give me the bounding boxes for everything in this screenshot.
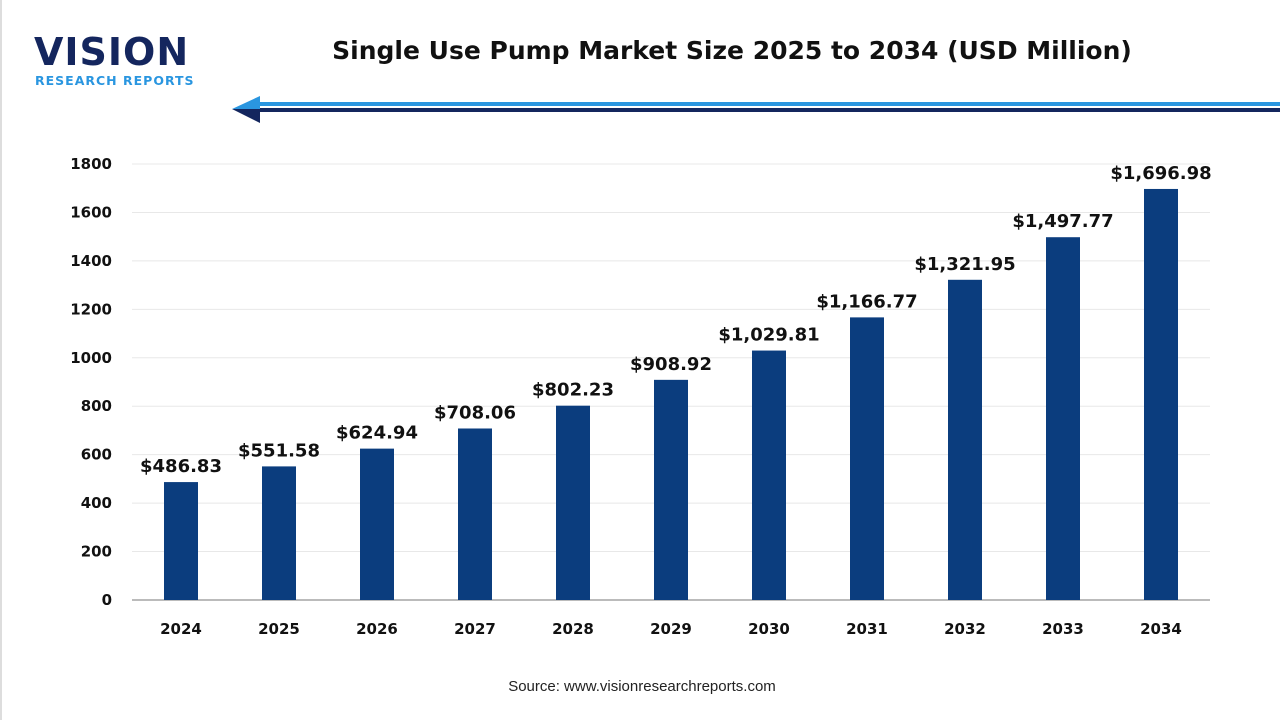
data-label: $1,696.98 (1110, 163, 1211, 184)
y-tick-label: 1200 (70, 300, 112, 318)
data-label: $1,029.81 (718, 325, 819, 346)
y-tick-label: 0 (102, 591, 112, 609)
bar (458, 428, 492, 600)
data-label: $708.06 (434, 402, 516, 423)
bar (1046, 237, 1080, 600)
x-tick-label: 2032 (944, 620, 986, 638)
data-label: $802.23 (532, 380, 614, 401)
data-label: $1,166.77 (816, 291, 917, 312)
bar (654, 379, 688, 600)
y-tick-label: 1800 (70, 155, 112, 173)
data-label: $486.83 (140, 456, 222, 477)
logo-subtitle: RESEARCH REPORTS (35, 73, 195, 88)
y-tick-label: 1400 (70, 252, 112, 270)
bar (948, 279, 982, 600)
y-tick-label: 400 (81, 494, 112, 512)
header-arrow (232, 96, 1280, 123)
data-label: $624.94 (336, 423, 418, 444)
bar (164, 482, 198, 600)
x-tick-label: 2025 (258, 620, 300, 638)
bar (262, 466, 296, 600)
x-tick-label: 2034 (1140, 620, 1182, 638)
data-label: $1,497.77 (1012, 211, 1113, 232)
data-label: $551.58 (238, 440, 320, 461)
data-label: $1,321.95 (914, 254, 1015, 275)
x-tick-label: 2029 (650, 620, 692, 638)
data-label: $908.92 (630, 354, 712, 375)
bar (752, 350, 786, 600)
bar (360, 448, 394, 600)
bar (1144, 188, 1178, 600)
chart-title: Single Use Pump Market Size 2025 to 2034… (332, 36, 1132, 65)
y-tick-label: 1000 (70, 349, 112, 367)
bar (556, 405, 590, 600)
y-tick-label: 1600 (70, 203, 112, 221)
x-tick-label: 2030 (748, 620, 790, 638)
x-tick-label: 2028 (552, 620, 594, 638)
x-tick-label: 2026 (356, 620, 398, 638)
y-tick-label: 600 (81, 446, 112, 464)
x-tick-label: 2033 (1042, 620, 1084, 638)
logo-text: VISION (34, 30, 190, 74)
y-tick-label: 800 (81, 397, 112, 415)
bar (850, 317, 884, 600)
x-tick-label: 2024 (160, 620, 202, 638)
x-tick-label: 2027 (454, 620, 496, 638)
y-tick-label: 200 (81, 543, 112, 561)
x-tick-label: 2031 (846, 620, 888, 638)
source-note: Source: www.visionresearchreports.com (508, 678, 776, 695)
